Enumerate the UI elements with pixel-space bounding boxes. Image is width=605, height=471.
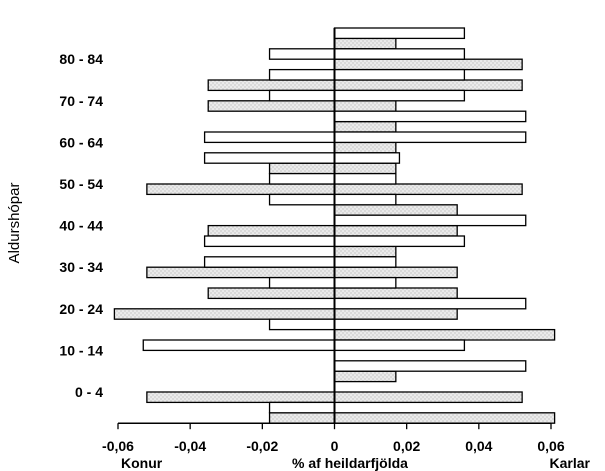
x-tick-label-1: -0,04 xyxy=(174,438,206,454)
dotted-bar-left-row-16 xyxy=(207,79,336,92)
white-bar-right-row-12 xyxy=(333,152,401,164)
y-tick-label-2: 20 - 24 xyxy=(59,301,103,317)
x-tick-label-2: -0,02 xyxy=(246,438,278,454)
white-bar-right-row-16 xyxy=(333,68,466,81)
white-bar-right-row-15 xyxy=(333,89,466,102)
y-tick-label-3: 30 - 34 xyxy=(59,259,103,275)
x-tick-label-5: 0,04 xyxy=(465,438,492,454)
white-bar-left-row-13 xyxy=(203,131,336,144)
right-label: Karlar xyxy=(550,455,591,471)
y-tick-label-6: 60 - 64 xyxy=(59,134,103,150)
y-tick-label-8: 80 - 84 xyxy=(59,51,103,67)
dotted-bar-right-row-18 xyxy=(333,37,397,50)
dotted-bar-right-row-0 xyxy=(333,412,556,424)
white-bar-right-row-8 xyxy=(333,235,466,248)
dotted-bar-left-row-7 xyxy=(146,266,336,279)
dotted-bar-right-row-9 xyxy=(333,224,458,237)
axes-group xyxy=(117,28,552,430)
dotted-bar-right-row-5 xyxy=(333,308,458,320)
dotted-bar-left-row-11 xyxy=(146,183,336,196)
x-tick-label-0: -0,06 xyxy=(102,438,134,454)
dotted-bar-right-row-17 xyxy=(333,58,523,71)
white-bar-right-row-17 xyxy=(333,48,466,60)
x-tick-label-3: 0 xyxy=(331,438,339,454)
x-tick-labels: -0,06 -0,04 -0,02 0 0,02 0,04 0,06 xyxy=(102,438,565,454)
white-bar-right-row-6 xyxy=(333,276,397,289)
dotted-bar-left-row-0 xyxy=(268,412,336,424)
y-axis-title: Aldurshópar xyxy=(6,183,23,264)
dotted-bar-left-row-5 xyxy=(113,308,336,320)
y-tick-label-0: 0 - 4 xyxy=(75,384,103,400)
dotted-bar-right-row-16 xyxy=(333,79,523,92)
dotted-bar-left-row-1 xyxy=(146,391,336,404)
white-bar-left-row-12 xyxy=(203,152,336,164)
white-bar-right-row-18 xyxy=(333,27,466,40)
bars-group xyxy=(113,27,556,424)
x-axis-title: % af heildarfjölda xyxy=(292,455,408,471)
white-bar-right-row-7 xyxy=(333,256,397,268)
dotted-bar-left-row-6 xyxy=(207,287,336,300)
white-bar-left-row-3 xyxy=(142,339,336,352)
dotted-bar-right-row-11 xyxy=(333,183,523,196)
white-bar-right-row-11 xyxy=(333,172,397,185)
white-bar-left-row-17 xyxy=(268,48,336,60)
white-bar-left-row-4 xyxy=(268,318,336,331)
dotted-bar-right-row-10 xyxy=(333,204,458,216)
dotted-bar-right-row-15 xyxy=(333,100,397,112)
white-bar-left-row-16 xyxy=(268,68,336,81)
dotted-bar-right-row-14 xyxy=(333,120,397,133)
left-label: Konur xyxy=(121,455,163,471)
white-bar-right-row-10 xyxy=(333,193,397,206)
x-tick-label-4: 0,02 xyxy=(393,438,420,454)
x-tick-label-6: 0,06 xyxy=(537,438,564,454)
dotted-bar-right-row-2 xyxy=(333,370,397,383)
dotted-bar-right-row-13 xyxy=(333,141,397,154)
white-bar-left-row-0 xyxy=(268,401,336,414)
y-tick-label-4: 40 - 44 xyxy=(59,218,103,234)
white-bar-right-row-13 xyxy=(333,131,527,144)
white-bar-left-row-7 xyxy=(203,256,336,268)
white-bar-left-row-11 xyxy=(268,172,336,185)
dotted-bar-left-row-9 xyxy=(207,224,336,237)
dotted-bar-left-row-12 xyxy=(268,162,336,175)
white-bar-left-row-15 xyxy=(268,89,336,102)
white-bar-right-row-2 xyxy=(333,360,527,372)
dotted-bar-left-row-15 xyxy=(207,100,336,112)
dotted-bar-right-row-7 xyxy=(333,266,458,279)
dotted-bar-right-row-12 xyxy=(333,162,397,175)
y-tick-label-7: 70 - 74 xyxy=(59,93,103,109)
white-bar-left-row-8 xyxy=(203,235,336,248)
white-bar-right-row-5 xyxy=(333,297,527,310)
white-bar-right-row-14 xyxy=(333,110,527,123)
white-bar-left-row-10 xyxy=(268,193,336,206)
white-bar-left-row-6 xyxy=(268,276,336,289)
y-tick-label-5: 50 - 54 xyxy=(59,176,103,192)
y-tick-label-1: 10 - 14 xyxy=(59,342,103,358)
y-tick-labels: 0 - 4 10 - 14 20 - 24 30 - 34 40 - 44 50 - 54… xyxy=(59,51,103,400)
dotted-bar-right-row-1 xyxy=(333,391,523,404)
white-bar-right-row-9 xyxy=(333,214,527,227)
dotted-bar-right-row-4 xyxy=(333,328,556,341)
dotted-bar-right-row-8 xyxy=(333,245,397,258)
white-bar-right-row-3 xyxy=(333,339,466,352)
dotted-bar-right-row-6 xyxy=(333,287,458,300)
